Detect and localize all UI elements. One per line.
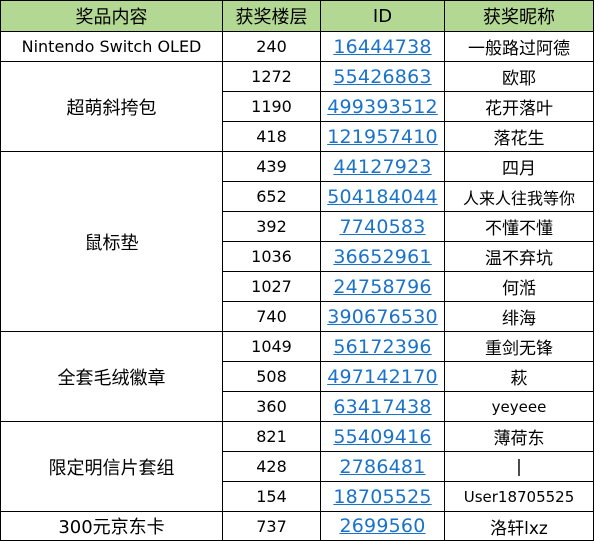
user-id-link[interactable]: 44127923 xyxy=(333,155,432,178)
user-id-link[interactable]: 2699560 xyxy=(339,515,426,537)
table-row: 418 121957410 落花生 xyxy=(1,121,594,152)
user-id-link[interactable]: 390676530 xyxy=(327,305,438,328)
nickname-cell: 一般路过阿德 xyxy=(444,31,594,62)
nickname-cell: 四月 xyxy=(444,151,594,182)
user-id-link[interactable]: 2786481 xyxy=(339,455,426,478)
user-id-link[interactable]: 121957410 xyxy=(327,125,438,148)
header-nickname: 获奖昵称 xyxy=(444,0,594,32)
nickname-cell: 不懂不懂 xyxy=(444,211,594,242)
id-cell: 56172396 xyxy=(320,331,445,362)
id-cell: 2786481 xyxy=(320,451,445,482)
prize-cell: 全套毛绒徽章 xyxy=(0,331,223,422)
user-id-link[interactable]: 63417438 xyxy=(333,395,432,418)
floor-cell: 508 xyxy=(222,361,321,392)
header-floor: 获奖楼层 xyxy=(222,0,321,32)
header-prize: 奖品内容 xyxy=(0,0,223,32)
table-row: 超萌斜挎包 1272 55426863 欧耶 xyxy=(0,61,594,152)
nickname-cell: 萩 xyxy=(444,361,594,392)
id-cell: 55409416 xyxy=(320,421,445,452)
floor-cell: 360 xyxy=(222,391,321,422)
id-cell: 55426863 xyxy=(320,61,445,92)
id-cell: 121957410 xyxy=(320,121,445,152)
nickname-cell: 薄荷东 xyxy=(444,421,594,452)
floor-cell: 740 xyxy=(222,301,321,332)
user-id-link[interactable]: 499393512 xyxy=(327,95,438,118)
nickname-cell: User18705525 xyxy=(444,481,594,512)
table-row: 392 7740583 不懂不懂 xyxy=(1,211,594,242)
user-id-link[interactable]: 504184044 xyxy=(327,185,438,208)
id-cell: 497142170 xyxy=(320,361,445,392)
user-id-link[interactable]: 56172396 xyxy=(333,335,432,358)
floor-cell: 1272 xyxy=(222,61,321,92)
id-cell: 7740583 xyxy=(320,211,445,242)
floor-cell: 1027 xyxy=(222,271,321,302)
id-cell: 18705525 xyxy=(320,481,445,512)
nickname-cell: 人来人往我等你 xyxy=(444,181,594,212)
floor-cell: 737 xyxy=(222,511,321,541)
nickname-cell: 重剑无锋 xyxy=(444,331,594,362)
id-cell: 504184044 xyxy=(320,181,445,212)
nickname-cell: 欧耶 xyxy=(444,61,594,92)
table-row: 1036 36652961 温不弃坑 xyxy=(1,241,594,272)
table-row: 限定明信片套组 821 55409416 薄荷东 xyxy=(0,421,594,512)
floor-cell: 154 xyxy=(222,481,321,512)
table-row: 360 63417438 yeyeee xyxy=(1,391,594,422)
nickname-cell: 落花生 xyxy=(444,121,594,152)
table-row: 鼠标垫 439 44127923 四月 xyxy=(0,151,594,332)
user-id-link[interactable]: 55426863 xyxy=(333,65,432,88)
user-id-link[interactable]: 24758796 xyxy=(333,275,432,298)
prize-cell: 鼠标垫 xyxy=(0,151,223,332)
prize-cell: 超萌斜挎包 xyxy=(0,61,223,152)
table-row: 全套毛绒徽章 1049 56172396 重剑无锋 xyxy=(0,331,594,422)
header-id: ID xyxy=(320,0,445,32)
table-row: 1027 24758796 何湉 xyxy=(1,271,594,302)
id-cell: 16444738 xyxy=(320,31,445,62)
id-cell: 390676530 xyxy=(320,301,445,332)
floor-cell: 652 xyxy=(222,181,321,212)
floor-cell: 418 xyxy=(222,121,321,152)
table-row: 508 497142170 萩 xyxy=(1,361,594,392)
user-id-link[interactable]: 55409416 xyxy=(333,425,432,448)
id-cell: 44127923 xyxy=(320,151,445,182)
prize-cell: 300元京东卡 xyxy=(0,511,223,541)
table-row: Nintendo Switch OLED 240 16444738 一般路过阿德 xyxy=(0,31,594,62)
table-row: 428 2786481 | xyxy=(1,451,594,482)
user-id-link[interactable]: 36652961 xyxy=(333,245,432,268)
nickname-cell: 何湉 xyxy=(444,271,594,302)
nickname-cell: yeyeee xyxy=(444,391,594,422)
id-cell: 2699560 xyxy=(320,511,445,541)
table-row: 1190 499393512 花开落叶 xyxy=(1,91,594,122)
table-row: 652 504184044 人来人往我等你 xyxy=(1,181,594,212)
nickname-cell: 洛轩lxz xyxy=(444,511,594,541)
nickname-cell: | xyxy=(444,451,594,482)
nickname-cell: 花开落叶 xyxy=(444,91,594,122)
table-row: 740 390676530 绯海 xyxy=(1,301,594,332)
user-id-link[interactable]: 16444738 xyxy=(333,35,432,58)
table-row: 300元京东卡 737 2699560 洛轩lxz xyxy=(0,511,594,541)
floor-cell: 439 xyxy=(222,151,321,182)
nickname-cell: 温不弃坑 xyxy=(444,241,594,272)
user-id-link[interactable]: 7740583 xyxy=(339,215,426,238)
floor-cell: 428 xyxy=(222,451,321,482)
prize-cell: 限定明信片套组 xyxy=(0,421,223,512)
floor-cell: 1036 xyxy=(222,241,321,272)
id-cell: 24758796 xyxy=(320,271,445,302)
floor-cell: 1190 xyxy=(222,91,321,122)
nickname-cell: 绯海 xyxy=(444,301,594,332)
floor-cell: 392 xyxy=(222,211,321,242)
floor-cell: 1049 xyxy=(222,331,321,362)
header-row: 奖品内容 获奖楼层 ID 获奖昵称 xyxy=(0,0,594,32)
floor-cell: 240 xyxy=(222,31,321,62)
id-cell: 36652961 xyxy=(320,241,445,272)
prize-cell: Nintendo Switch OLED xyxy=(0,31,223,62)
table-row: 154 18705525 User18705525 xyxy=(1,481,594,512)
id-cell: 499393512 xyxy=(320,91,445,122)
id-cell: 63417438 xyxy=(320,391,445,422)
user-id-link[interactable]: 497142170 xyxy=(327,365,438,388)
floor-cell: 821 xyxy=(222,421,321,452)
user-id-link[interactable]: 18705525 xyxy=(333,485,432,508)
